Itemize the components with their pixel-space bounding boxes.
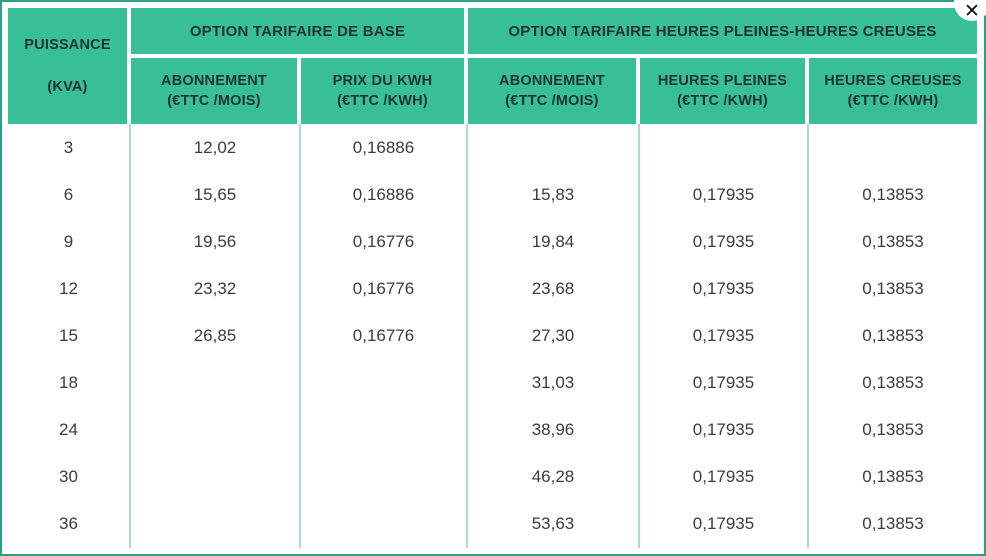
close-button[interactable]: ✕ bbox=[954, 0, 986, 21]
header-puissance-line1: PUISSANCE bbox=[24, 37, 111, 53]
cell-puissance: 9 bbox=[8, 218, 131, 266]
cell-base-prix-kwh: 0,16886 bbox=[301, 171, 468, 219]
cell-base-abonnement: 15,65 bbox=[131, 171, 301, 219]
cell-puissance: 18 bbox=[8, 359, 131, 407]
cell-base-prix-kwh bbox=[301, 500, 468, 548]
cell-hphc-abonnement: 15,83 bbox=[468, 171, 640, 219]
tariff-table: PUISSANCE (KVA) OPTION TARIFAIRE DE BASE… bbox=[8, 8, 977, 548]
header-base-prix-kwh-line1: PRIX DU KWH bbox=[332, 73, 433, 89]
header-base-abonnement: ABONNEMENT (€TTC /MOIS) bbox=[131, 58, 301, 124]
cell-heures-pleines bbox=[640, 124, 809, 172]
cell-puissance: 30 bbox=[8, 453, 131, 501]
table-body: 3 12,02 0,16886 6 15,65 0,16886 15,83 0,17935 0,… bbox=[8, 124, 977, 548]
cell-heures-pleines: 0,17935 bbox=[640, 218, 809, 266]
cell-base-abonnement bbox=[131, 359, 301, 407]
cell-base-abonnement: 19,56 bbox=[131, 218, 301, 266]
cell-puissance: 6 bbox=[8, 171, 131, 219]
cell-heures-pleines: 0,17935 bbox=[640, 500, 809, 548]
cell-base-prix-kwh bbox=[301, 453, 468, 501]
header-heures-creuses: HEURES CREUSES (€TTC /KWH) bbox=[809, 58, 977, 124]
cell-hphc-abonnement: 46,28 bbox=[468, 453, 640, 501]
cell-heures-creuses: 0,13853 bbox=[862, 184, 924, 204]
header-group-base: OPTION TARIFAIRE DE BASE bbox=[131, 8, 468, 58]
header-heures-creuses-line2: (€TTC /KWH) bbox=[847, 93, 939, 109]
table-row: 9 19,56 0,16776 19,84 0,17935 0,13853 bbox=[8, 218, 977, 266]
cell-base-abonnement bbox=[131, 453, 301, 501]
header-group-row: PUISSANCE (KVA) OPTION TARIFAIRE DE BASE… bbox=[8, 8, 977, 124]
table-row: 18 31,03 0,17935 0,13853 bbox=[8, 359, 977, 407]
header-group-hphc: OPTION TARIFAIRE HEURES PLEINES-HEURES C… bbox=[468, 8, 977, 58]
cell-heures-pleines: 0,17935 bbox=[640, 265, 809, 313]
cell-hphc-abonnement: 27,30 bbox=[468, 312, 640, 360]
cell-puissance: 24 bbox=[8, 406, 131, 454]
header-puissance: PUISSANCE (KVA) bbox=[8, 8, 131, 124]
cell-heures-creuses: 0,13853 bbox=[862, 514, 924, 534]
cell-heures-creuses: 0,13853 bbox=[862, 231, 924, 251]
header-base-prix-kwh: PRIX DU KWH (€TTC /KWH) bbox=[301, 58, 468, 124]
cell-heures-pleines: 0,17935 bbox=[640, 406, 809, 454]
cell-hphc-abonnement: 31,03 bbox=[468, 359, 640, 407]
cell-base-prix-kwh: 0,16776 bbox=[301, 312, 468, 360]
header-base-abonnement-line2: (€TTC /MOIS) bbox=[167, 93, 261, 109]
header-heures-creuses-line1: HEURES CREUSES bbox=[824, 73, 962, 89]
header-hphc-abonnement: ABONNEMENT (€TTC /MOIS) bbox=[468, 58, 640, 124]
cell-puissance: 3 bbox=[8, 124, 131, 172]
table-row: 12 23,32 0,16776 23,68 0,17935 0,13853 bbox=[8, 265, 977, 313]
table-row: 36 53,63 0,17935 0,13853 bbox=[8, 500, 977, 548]
cell-base-prix-kwh: 0,16776 bbox=[301, 218, 468, 266]
cell-puissance: 36 bbox=[8, 500, 131, 548]
cell-base-prix-kwh: 0,16776 bbox=[301, 265, 468, 313]
cell-base-prix-kwh: 0,16886 bbox=[301, 124, 468, 172]
cell-base-abonnement bbox=[131, 500, 301, 548]
cell-heures-creuses: 0,13853 bbox=[862, 420, 924, 440]
cell-heures-creuses bbox=[809, 124, 977, 171]
cell-heures-creuses: 0,13853 bbox=[862, 373, 924, 393]
cell-base-abonnement: 26,85 bbox=[131, 312, 301, 360]
header-heures-pleines-line1: HEURES PLEINES bbox=[657, 73, 788, 89]
cell-heures-pleines: 0,17935 bbox=[640, 312, 809, 360]
header-puissance-line2: (KVA) bbox=[47, 79, 88, 95]
cell-hphc-abonnement: 38,96 bbox=[468, 406, 640, 454]
cell-hphc-abonnement: 53,63 bbox=[468, 500, 640, 548]
cell-base-prix-kwh bbox=[301, 359, 468, 407]
table-row: 3 12,02 0,16886 bbox=[8, 124, 977, 172]
cell-heures-creuses: 0,13853 bbox=[862, 467, 924, 487]
cell-heures-pleines: 0,17935 bbox=[640, 171, 809, 219]
cell-base-abonnement bbox=[131, 406, 301, 454]
cell-heures-creuses: 0,13853 bbox=[862, 325, 924, 345]
cell-base-abonnement: 12,02 bbox=[131, 124, 301, 172]
table-row: 6 15,65 0,16886 15,83 0,17935 0,13853 bbox=[8, 171, 977, 219]
cell-hphc-abonnement: 23,68 bbox=[468, 265, 640, 313]
cell-heures-creuses: 0,13853 bbox=[862, 278, 924, 298]
cell-puissance: 15 bbox=[8, 312, 131, 360]
cell-puissance: 12 bbox=[8, 265, 131, 313]
header-hphc-abonnement-line1: ABONNEMENT bbox=[499, 73, 605, 89]
close-icon: ✕ bbox=[964, 1, 980, 22]
header-hphc-abonnement-line2: (€TTC /MOIS) bbox=[505, 93, 599, 109]
cell-hphc-abonnement bbox=[468, 124, 640, 172]
header-heures-pleines-line2: (€TTC /KWH) bbox=[677, 93, 768, 109]
table-row: 30 46,28 0,17935 0,13853 bbox=[8, 453, 977, 501]
cell-base-abonnement: 23,32 bbox=[131, 265, 301, 313]
header-base-abonnement-line1: ABONNEMENT bbox=[161, 73, 267, 89]
cell-hphc-abonnement: 19,84 bbox=[468, 218, 640, 266]
header-heures-pleines: HEURES PLEINES (€TTC /KWH) bbox=[640, 58, 809, 124]
header-base-prix-kwh-line2: (€TTC /KWH) bbox=[337, 93, 428, 109]
cell-base-prix-kwh bbox=[301, 406, 468, 454]
cell-heures-pleines: 0,17935 bbox=[640, 359, 809, 407]
header-sub-row: ABONNEMENT (€TTC /MOIS) PRIX DU KWH (€TT… bbox=[8, 58, 977, 124]
table-row: 15 26,85 0,16776 27,30 0,17935 0,13853 bbox=[8, 312, 977, 360]
cell-heures-pleines: 0,17935 bbox=[640, 453, 809, 501]
table-row: 24 38,96 0,17935 0,13853 bbox=[8, 406, 977, 454]
